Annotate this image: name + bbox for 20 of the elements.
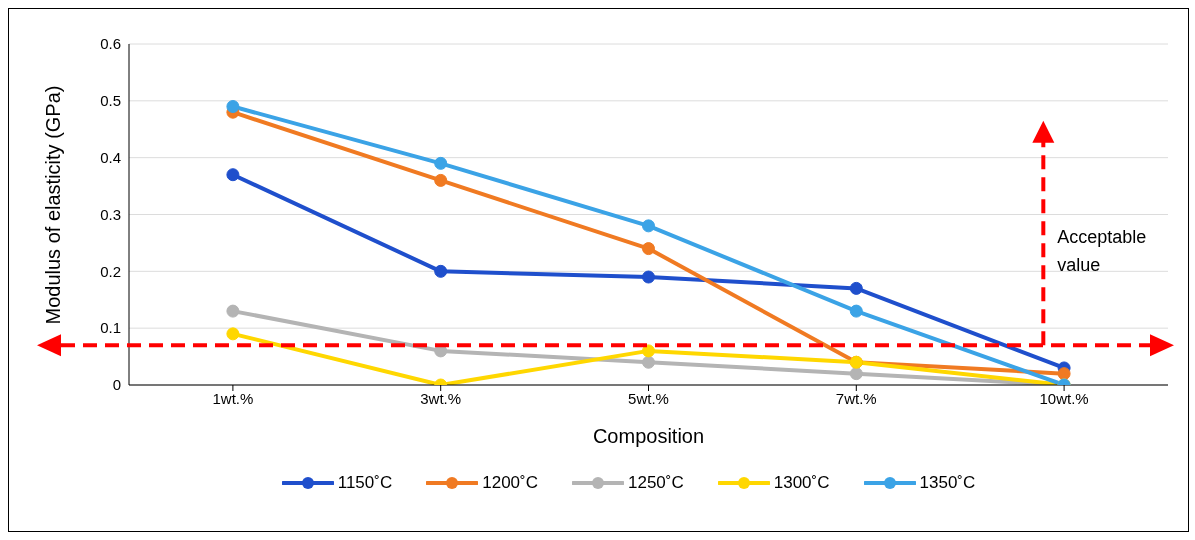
legend-label: 1250˚C [627, 473, 684, 493]
y-tick-label: 0.1 [100, 319, 121, 337]
y-axis-title: Modulus of elasticity (GPa) [42, 85, 65, 325]
x-axis-title: Composition [592, 425, 705, 447]
y-tick-label: 0.2 [100, 262, 121, 280]
x-tick-label: 3wt.% [420, 389, 462, 407]
legend-label: 1200˚C [482, 473, 538, 493]
x-tick-label: 5wt.% [628, 389, 669, 407]
legend-label: 1150˚C [337, 473, 393, 493]
legend-label: 1300˚C [773, 473, 830, 493]
y-tick-label: 0.5 [100, 92, 121, 110]
legend-label: 1350˚C [919, 473, 976, 493]
y-tick-label: 0.3 [100, 205, 121, 223]
y-tick-label: 0.6 [100, 35, 121, 53]
annotation: Acceptable value [1057, 226, 1147, 275]
x-tick-label: 7wt.% [835, 389, 877, 407]
y-tick-label: 0 [112, 376, 121, 394]
x-tick-label: 1wt.% [212, 389, 254, 407]
x-tick-label: 10wt.% [1039, 389, 1089, 407]
y-tick-label: 0.4 [100, 148, 121, 166]
